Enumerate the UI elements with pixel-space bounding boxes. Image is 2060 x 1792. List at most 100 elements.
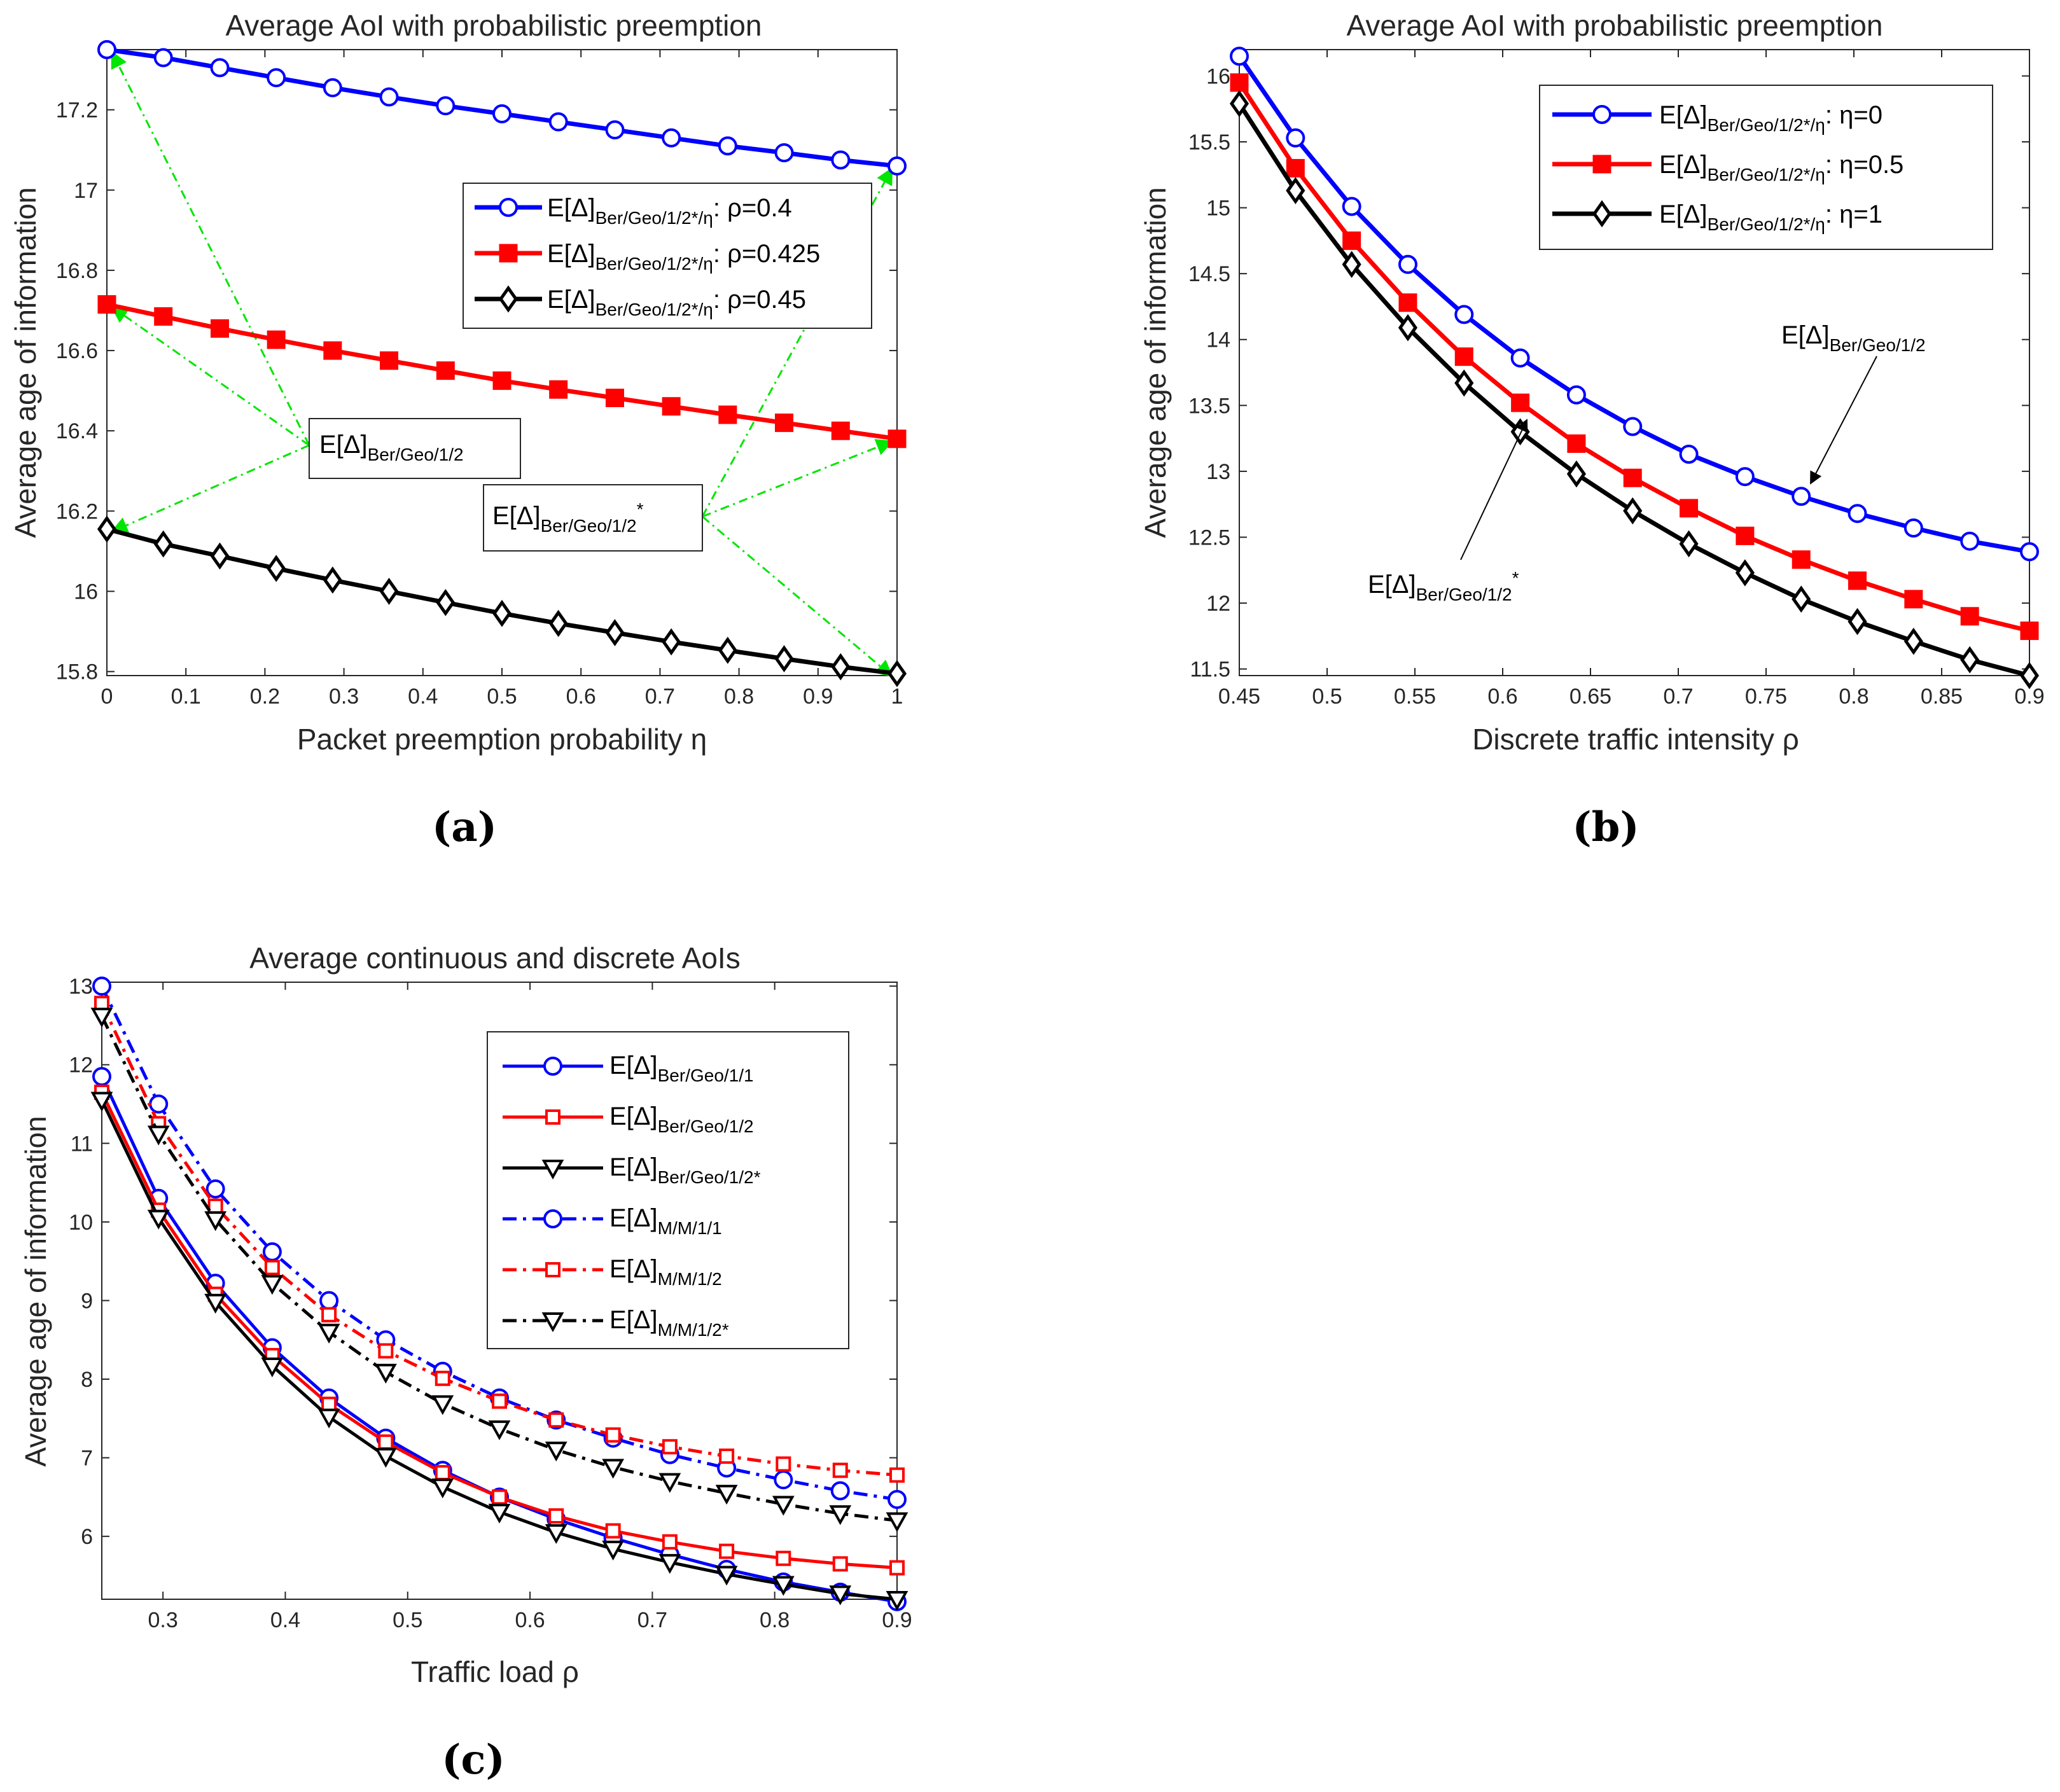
chart-c-series-4-point [264,1260,280,1275]
chart-c-series-5-point [488,1420,511,1440]
chart-a-series-1-point [436,361,455,380]
chart-c-series-4-point [548,1412,564,1428]
chart-a-series-1-point [492,371,512,390]
chart-a-title: Average AoI with probabilistic preemptio… [226,9,762,42]
chart-b-series-2-point [1903,627,1923,655]
chart-c-series-5-point [715,1485,738,1505]
chart-b-annotation-arrow-geo12star [1460,419,1528,560]
chart-b-series-1-point [1454,347,1473,366]
chart-c-series-1-point [605,1523,621,1539]
chart-a-ytick-label: 16.2 [56,499,98,524]
chart-b-series-1-point [1511,393,1530,412]
chart-a-xtick-label: 0.5 [487,684,517,709]
chart-c-series-1-point [548,1508,564,1524]
chart-a-xtick-label: 1 [891,684,903,709]
chart-a-series-2-point [323,566,342,594]
chart-a-series-2-point [97,515,117,543]
chart-b-legend-marker-0 [1592,105,1611,124]
chart-c-xtick-label: 0.7 [637,1608,667,1632]
chart-a-series-2-point [436,588,456,616]
chart-b-legend-entry-2: E[Δ]Ber/Geo/1/2*/η: η=1 [1659,200,1883,234]
chart-c-ytick-label: 6 [81,1525,93,1549]
chart-c-series-1-point [776,1550,791,1566]
chart-c-series-3-point [887,1490,907,1510]
chart-a-series-1-point [323,341,342,360]
chart-c-ytick-label: 12 [69,1053,93,1078]
chart-c-legend-marker-5 [541,1312,564,1333]
chart-b-series-0-point [1342,197,1361,216]
chart-a-ytick-label: 17 [74,179,98,203]
chart-b-series-1-point [1848,571,1867,590]
chart-b-series-1-point [1398,293,1417,312]
chart-a-series-0-point [379,87,399,107]
chart-a-xtick-label: 0.1 [171,684,201,709]
chart-c-ytick-label: 10 [69,1211,93,1235]
chart-b-xtick-label: 0.55 [1394,684,1436,709]
chart-a-series-0-point [605,120,625,140]
chart-a-annotation-geo12star: E[Δ]Ber/Geo/1/2* [492,499,644,536]
chart-a-xtick-label: 0.2 [250,684,280,709]
chart-b-xtick-label: 0.5 [1312,684,1342,709]
chart-c-series-5-point [602,1459,625,1479]
chart-c-series-1-point [719,1543,735,1559]
chart-b-series-1-point [1567,434,1586,453]
chart-b-series-0-point [1230,46,1249,66]
chart-c-panel-label: (c) [442,1736,505,1784]
chart-c-series-2-point [431,1478,454,1499]
chart-c-series-2-point [772,1576,795,1596]
chart-c-xtick-label: 0.5 [393,1608,422,1632]
chart-a-xtick-label: 0.8 [724,684,754,709]
chart-a-series-1-point [775,413,794,433]
chart-b-ytick-label: 13.5 [1188,394,1230,418]
chart-b-series-0-point [1792,487,1811,506]
chart-c-series-2-point [374,1448,397,1468]
chart-b-title: Average AoI with probabilistic preemptio… [1347,9,1883,42]
chart-a-xtick-label: 0.9 [803,684,833,709]
chart-a-series-1-point [718,405,737,424]
chart-c-series-3-point [262,1242,282,1261]
chart-b-series-1-point [1680,499,1699,518]
chart-c-series-3-point [149,1094,169,1114]
chart-a-series-0-point [267,68,286,88]
chart-b-annotation-arrow-geo12 [1810,356,1877,485]
chart-c-series-2-point [886,1591,908,1611]
chart-c-series-5-point [317,1323,340,1344]
chart-b-series-2-point [1848,608,1867,636]
chart-a-series-1-point [605,389,624,408]
chart-c: Average continuous and discrete AoIs 0.3… [19,941,912,1784]
chart-c-ytick-label: 13 [69,975,93,999]
chart-c-series-4-point [662,1439,678,1455]
chart-c-series-4-point [719,1448,735,1464]
chart-a-ylabel: Average age of information [9,187,42,538]
chart-a-legend-entry-0: E[Δ]Ber/Geo/1/2*/η: ρ=0.4 [547,194,792,228]
chart-c-legend-entry-5: E[Δ]M/M/1/2* [609,1306,729,1340]
chart-a-series-1-point [662,397,681,416]
chart-c-title: Average continuous and discrete AoIs [249,941,740,975]
chart-b-legend-entry-1: E[Δ]Ber/Geo/1/2*/η: η=0.5 [1659,151,1903,184]
chart-c-xtick-label: 0.6 [515,1608,545,1632]
chart-a-annotation-arrow-geo12-1 [110,305,310,447]
chart-c-ytick-label: 7 [81,1447,93,1471]
chart-a-series-0-point [831,150,851,170]
chart-b-series-1-point [1286,158,1305,177]
chart-a-ytick-label: 16.6 [56,339,98,363]
chart-a-legend: E[Δ]Ber/Geo/1/2*/η: ρ=0.4 E[Δ]Ber/Geo/1/… [463,183,872,329]
chart-b-series-2-point [2019,662,2040,690]
chart-c-legend-marker-4 [545,1262,560,1277]
chart-c-series-5-point [204,1211,227,1232]
chart-c-series-4-point [605,1427,621,1443]
chart-a-series-1-point [549,380,568,399]
chart-c-legend-marker-1 [545,1109,560,1125]
chart-a-panel-label: (a) [432,803,497,851]
chart-b-series-0-point [1510,348,1530,368]
chart-b-legend: E[Δ]Ber/Geo/1/2*/η: η=0 E[Δ]Ber/Geo/1/2*… [1539,85,1993,250]
chart-a-series-1-point [380,351,399,370]
chart-a-ytick-label: 15.8 [56,660,98,684]
chart-a-xtick-label: 0.4 [408,684,438,709]
chart-b-series-0-point [1623,417,1643,436]
chart-c-series-1-point [492,1489,507,1505]
chart-c-series-2-point [715,1566,738,1586]
chart-b-series-0-point [1398,254,1417,274]
chart-a-series-1-point [154,307,173,326]
chart-a-series-2-point [210,542,230,570]
